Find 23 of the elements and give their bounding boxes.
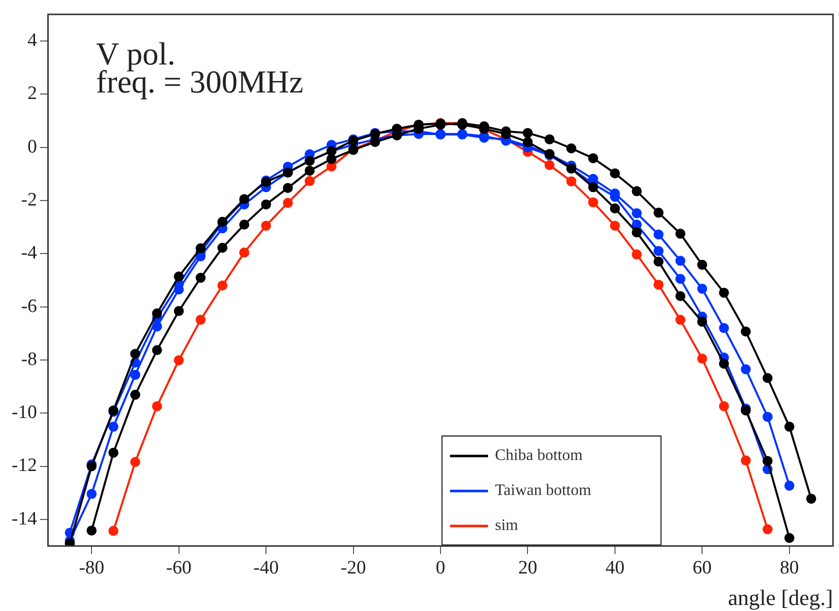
x-axis-title: angle [deg.]: [728, 585, 833, 610]
legend-label: Chiba bottom: [495, 447, 584, 464]
y-tick-label: -14: [12, 508, 38, 530]
x-tick-label: 40: [605, 557, 624, 578]
y-tick-label: 2: [28, 83, 37, 104]
legend-label: sim: [495, 517, 519, 534]
y-tick-label: -10: [12, 402, 37, 424]
y-tick-label: 0: [28, 136, 37, 158]
x-tick-label: 60: [692, 557, 712, 578]
y-tick-label: -4: [21, 242, 38, 264]
x-tick-label: -60: [166, 557, 192, 578]
x-tick-label: 80: [780, 557, 799, 578]
x-tick-label: -40: [253, 557, 279, 578]
y-tick-label: -2: [21, 189, 37, 210]
x-tick-label: -80: [78, 557, 104, 578]
y-tick-label: -6: [21, 296, 37, 317]
y-tick-label: 4: [28, 30, 38, 51]
x-tick-label: 20: [518, 557, 538, 578]
y-tick-label: -12: [12, 455, 37, 476]
x-tick-label: 0: [436, 557, 446, 578]
legend-label: Taiwan bottom: [495, 482, 592, 500]
x-tick-label: -20: [340, 557, 366, 578]
y-tick-label: -8: [21, 348, 37, 370]
